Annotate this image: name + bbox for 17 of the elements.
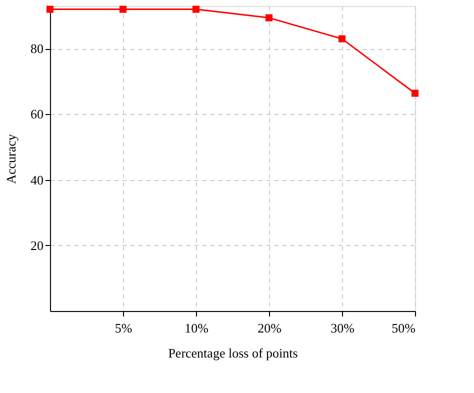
y-tick-label: 40 bbox=[30, 172, 44, 188]
point bbox=[46, 6, 54, 13]
point bbox=[265, 14, 273, 22]
point bbox=[338, 35, 346, 42]
x-tick-label: 5% bbox=[114, 320, 132, 336]
x-tick-label: 10% bbox=[184, 320, 209, 336]
x-tick-label: 20% bbox=[258, 320, 282, 336]
y-tick-label: 20 bbox=[30, 238, 44, 253]
x-tick-label: 50% bbox=[392, 320, 416, 336]
y-axis-title: Accuracy bbox=[4, 134, 18, 184]
point bbox=[411, 90, 419, 97]
y-tick-label: 60 bbox=[30, 106, 44, 122]
y-tick-label: 80 bbox=[30, 41, 44, 56]
point bbox=[119, 6, 127, 13]
point bbox=[192, 6, 200, 13]
x-tick-label: 30% bbox=[330, 320, 355, 336]
x-axis-title: Percentage loss of points bbox=[168, 346, 298, 360]
